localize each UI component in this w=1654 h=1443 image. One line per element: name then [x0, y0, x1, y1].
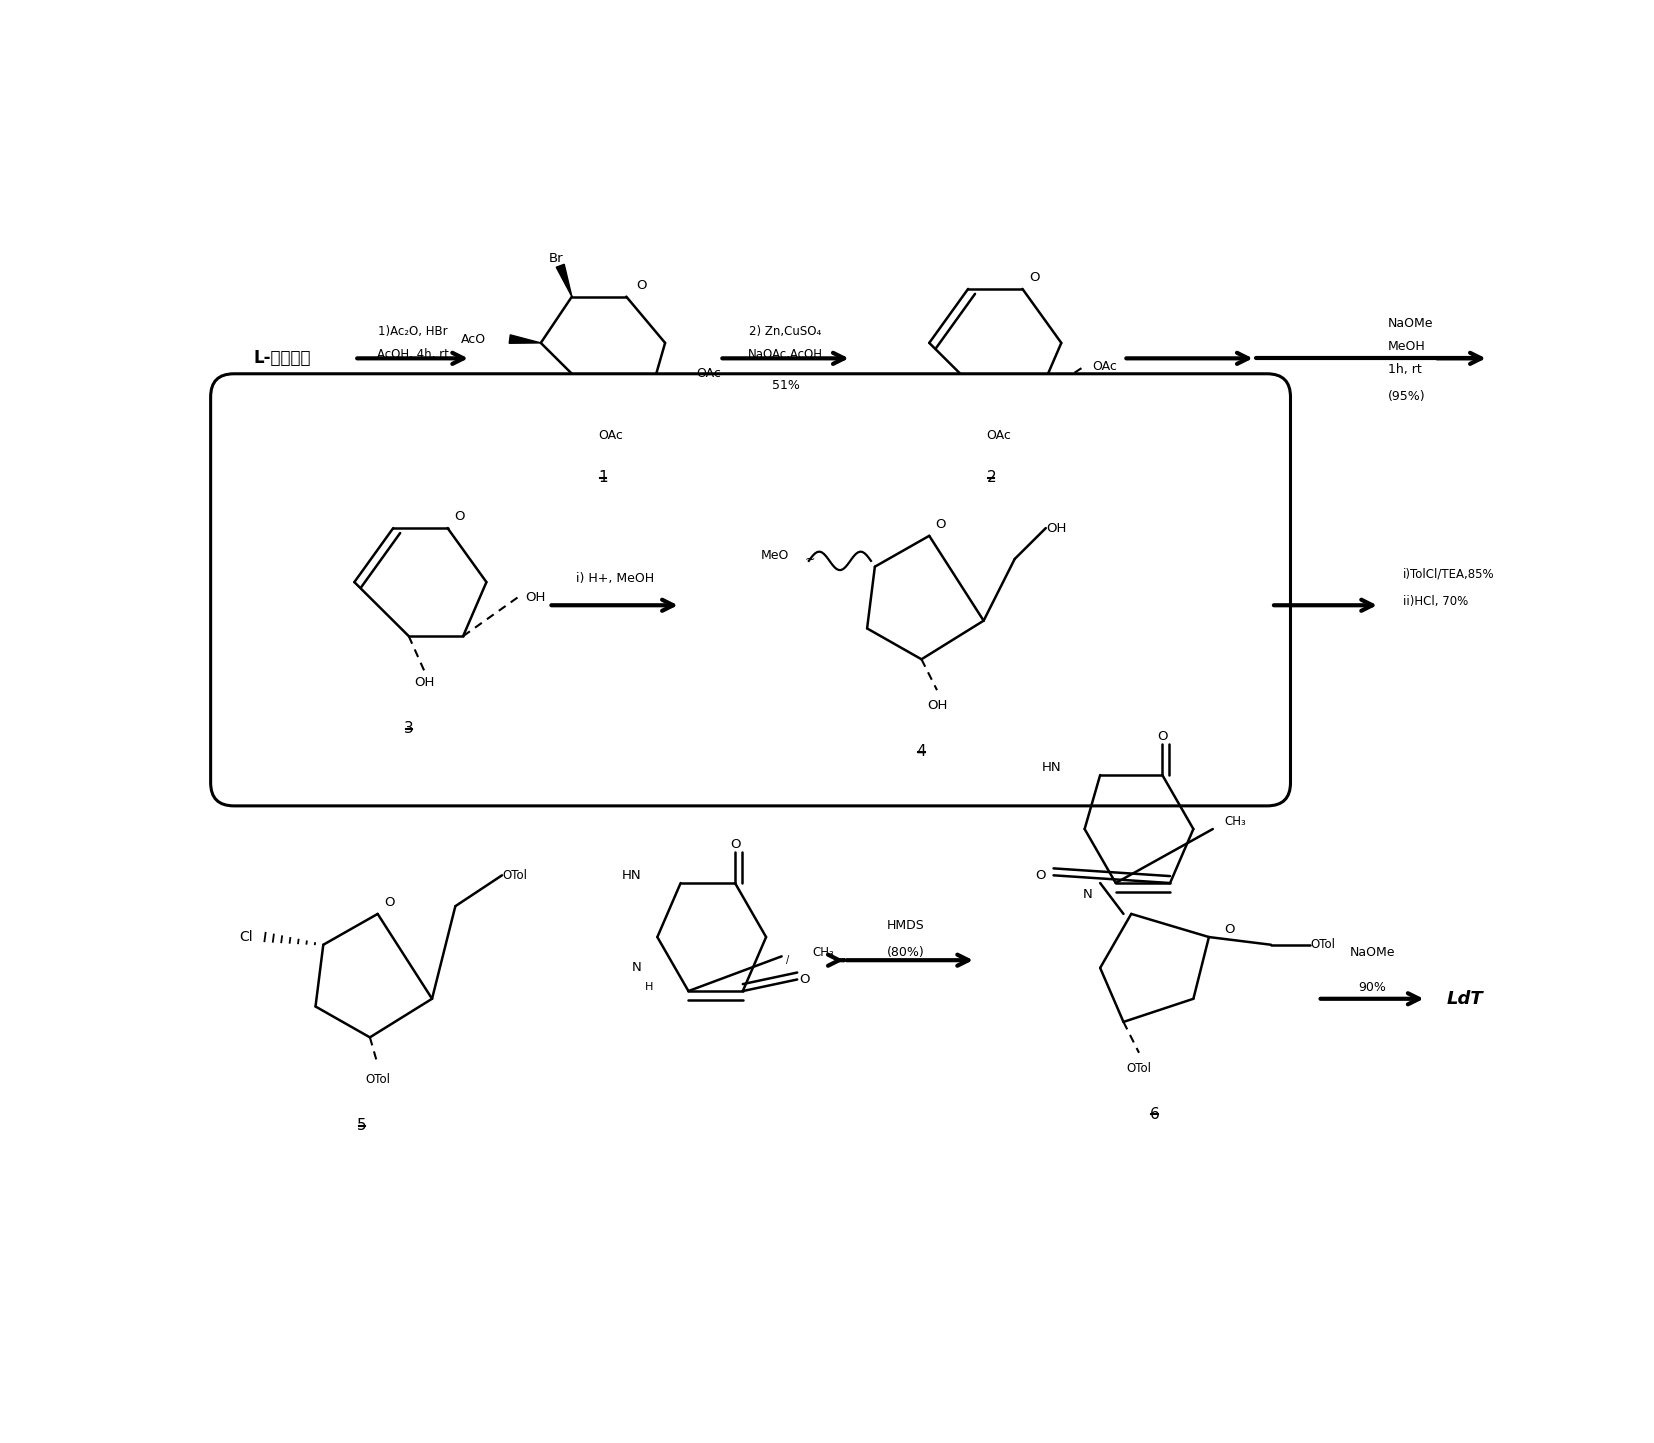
- Text: HN: HN: [1042, 760, 1062, 773]
- Text: 1)Ac₂O, HBr: 1)Ac₂O, HBr: [377, 325, 448, 338]
- Text: Br: Br: [549, 251, 564, 264]
- Text: O: O: [1224, 924, 1236, 937]
- Text: ii)HCl, 70%: ii)HCl, 70%: [1403, 595, 1469, 608]
- Polygon shape: [556, 264, 572, 297]
- Text: NaOMe: NaOMe: [1388, 317, 1432, 330]
- Text: HMDS: HMDS: [887, 919, 925, 932]
- Text: i)TolCl/TEA,85%: i)TolCl/TEA,85%: [1403, 569, 1495, 582]
- Text: ~: ~: [805, 553, 815, 566]
- Text: OTol: OTol: [501, 869, 528, 882]
- Text: OAc: OAc: [987, 429, 1012, 442]
- Text: OH: OH: [1045, 521, 1067, 534]
- FancyBboxPatch shape: [210, 374, 1290, 805]
- Text: NaOAc,AcOH: NaOAc,AcOH: [748, 348, 824, 361]
- Text: 3: 3: [404, 722, 414, 736]
- Text: OH: OH: [526, 592, 546, 605]
- Polygon shape: [509, 335, 541, 343]
- Text: HN: HN: [622, 869, 642, 882]
- Text: OH: OH: [926, 698, 948, 711]
- Text: O: O: [799, 973, 810, 986]
- Text: 51%: 51%: [771, 380, 799, 392]
- Text: N: N: [1083, 887, 1092, 900]
- Text: 4: 4: [916, 745, 926, 759]
- Text: O: O: [936, 518, 946, 531]
- Text: CH₃: CH₃: [1224, 815, 1245, 828]
- Text: OAc: OAc: [696, 368, 721, 381]
- Text: O: O: [729, 838, 741, 851]
- Text: OTol: OTol: [1126, 1062, 1151, 1075]
- Text: L-阿拉伯糖: L-阿拉伯糖: [253, 349, 311, 368]
- Text: 1h, rt: 1h, rt: [1388, 364, 1421, 377]
- Text: OAc: OAc: [599, 429, 624, 442]
- Text: 90%: 90%: [1358, 981, 1386, 994]
- Text: O: O: [1035, 869, 1045, 882]
- Text: OTol: OTol: [1310, 938, 1335, 951]
- Text: AcO: AcO: [461, 332, 486, 345]
- Text: 5: 5: [357, 1118, 367, 1133]
- Text: AcOH, 4h, rt: AcOH, 4h, rt: [377, 348, 448, 361]
- Text: (95%): (95%): [1388, 391, 1426, 404]
- Text: H: H: [645, 983, 653, 993]
- Text: NaOMe: NaOMe: [1350, 947, 1394, 960]
- Text: MeO: MeO: [761, 548, 789, 561]
- Text: OH: OH: [414, 675, 435, 688]
- Text: CH₃: CH₃: [812, 947, 835, 960]
- Text: LdT: LdT: [1447, 990, 1484, 1007]
- Text: O: O: [453, 509, 465, 522]
- Text: O: O: [384, 896, 395, 909]
- Text: 1: 1: [599, 470, 607, 485]
- Text: i) H+, MeOH: i) H+, MeOH: [576, 571, 653, 584]
- Text: (80%): (80%): [887, 947, 925, 960]
- Text: 2: 2: [986, 470, 996, 485]
- Text: OTol: OTol: [366, 1074, 390, 1087]
- Text: O: O: [1029, 271, 1039, 284]
- Text: N: N: [632, 961, 642, 974]
- Text: O: O: [637, 278, 647, 291]
- Text: 2) Zn,CuSO₄: 2) Zn,CuSO₄: [749, 325, 822, 338]
- Text: /: /: [786, 955, 792, 965]
- Text: O: O: [1158, 730, 1168, 743]
- Text: 6: 6: [1150, 1107, 1159, 1121]
- Text: OAc: OAc: [1092, 359, 1116, 372]
- Text: Cl: Cl: [240, 931, 253, 944]
- Text: MeOH: MeOH: [1388, 341, 1426, 354]
